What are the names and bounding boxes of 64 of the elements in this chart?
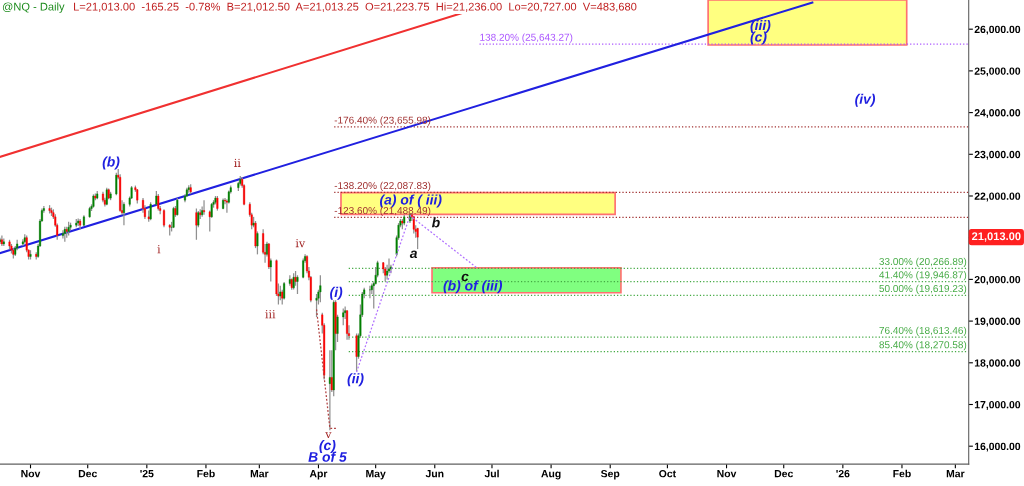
band-label: (a) of ( iii) <box>379 194 442 208</box>
candlestick <box>296 274 299 295</box>
y-tick-label: 17,000.00 <box>974 401 1021 410</box>
ref-line-label: 85.40% (18,270.58) <box>879 340 967 351</box>
x-tick-label: Dec <box>78 470 97 478</box>
ref-line-label: 76.40% (18,613.46) <box>879 326 967 336</box>
ref-line-label: 33.00% (20,266.89) <box>879 257 967 268</box>
annotation: iv <box>295 239 306 248</box>
y-tick-label: 22,000.00 <box>974 192 1021 202</box>
x-tick-label: Jul <box>484 469 499 478</box>
y-tick-label: 18,000.00 <box>974 359 1021 369</box>
x-tick-label: May <box>366 470 386 480</box>
text: 21,013.00 <box>972 232 1021 242</box>
annotation: a <box>409 250 418 259</box>
x-tick-label: Mar <box>250 470 269 478</box>
annotation: (i) <box>330 286 343 300</box>
x-tick-label: Sep <box>600 469 620 480</box>
x-tick-label: Nov <box>717 470 737 478</box>
x-tick-label: Nov <box>21 470 41 478</box>
x-tick-label: '25 <box>140 469 154 478</box>
annotation: i <box>157 245 161 254</box>
chart-title: @NQ - Daily <box>2 2 65 13</box>
annotation: (ii) <box>347 373 364 387</box>
candlestick <box>346 309 349 341</box>
candlestick <box>319 274 322 303</box>
annotation: (iv) <box>855 93 876 107</box>
y-tick-label: 26,000.00 <box>974 25 1021 35</box>
x-tick-label: Oct <box>659 469 676 478</box>
annotation: (c) <box>750 31 767 45</box>
annotation: (iii) <box>750 19 771 33</box>
annotation: (c) <box>319 440 336 453</box>
y-tick-label: 16,000.00 <box>974 442 1021 452</box>
candlestick <box>225 198 228 214</box>
candlestick <box>368 285 371 299</box>
annotation: b <box>431 217 440 228</box>
chart-subtitle: L=21,013.00 -165.25 -0.78% B=21,012.50 A=21,013.25 O=21,223.75 Hi=21,236.00 Lo=20,727.00 V=483,680 <box>74 2 637 12</box>
x-tick-label: '26 <box>836 469 850 478</box>
ref-line-label: 138.20% (25,643.27) <box>480 33 573 43</box>
candlestick <box>203 199 206 216</box>
x-tick-label: Mar <box>946 470 965 478</box>
candlestick <box>163 208 165 228</box>
y-tick-label: 19,000.00 <box>974 317 1021 327</box>
x-tick-label: Apr <box>309 470 328 480</box>
ref-line-label: -138.20% (22,087.83) <box>334 181 431 192</box>
annotation: iii <box>265 310 276 319</box>
ref-line-label: 50.00% (19,619.23) <box>879 284 967 295</box>
candlestick <box>61 229 64 240</box>
x-tick-label: Jun <box>425 470 444 478</box>
x-tick-label: Aug <box>541 470 561 480</box>
annotation: ii <box>234 158 241 167</box>
x-tick-label: Dec <box>774 470 793 478</box>
annotation: c <box>461 273 469 282</box>
ref-line-label: 41.40% (19,946.87) <box>879 271 967 281</box>
band-label: (b) of (iii) <box>443 280 503 294</box>
candlestick <box>109 191 112 201</box>
annotation: v <box>325 432 332 438</box>
y-tick-label: 23,000.00 <box>974 150 1021 160</box>
x-tick-label: Feb <box>197 469 215 478</box>
y-tick-label: 25,000.00 <box>974 67 1021 77</box>
y-tick-label: 24,000.00 <box>974 109 1021 118</box>
candlestick <box>48 204 51 215</box>
annotation: (b) <box>102 156 120 170</box>
y-tick-label: 20,000.00 <box>974 275 1021 285</box>
x-tick-label: Feb <box>893 469 911 478</box>
